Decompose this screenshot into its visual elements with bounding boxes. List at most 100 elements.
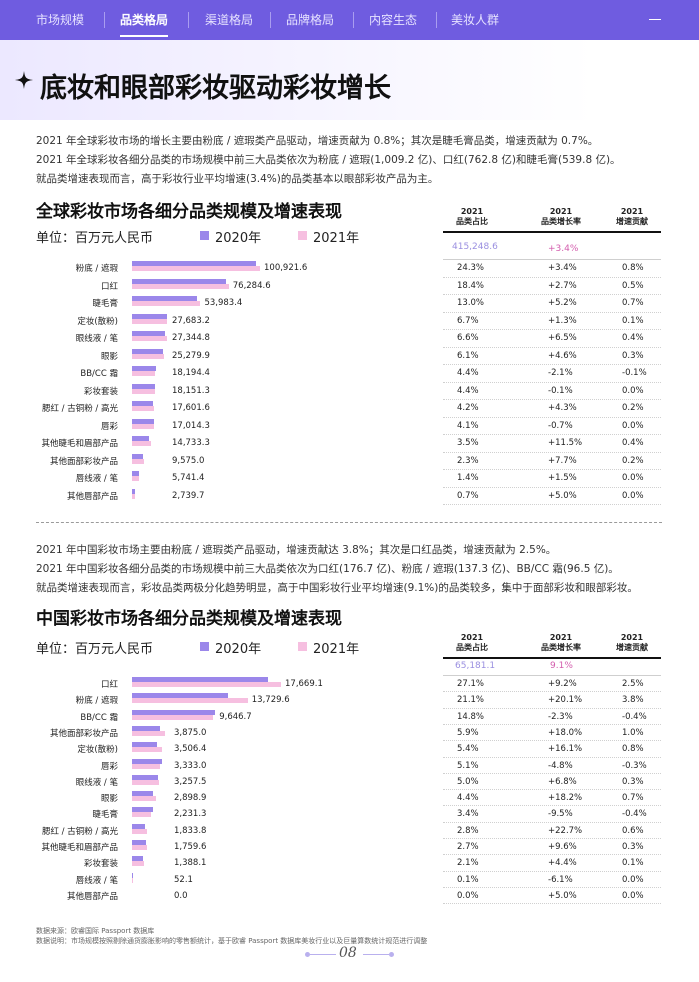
bar-2020: [132, 840, 146, 845]
page-number-line: [310, 954, 336, 955]
tab-brand[interactable]: 品牌格局: [286, 13, 335, 27]
top-nav-bar: 市场规模 品类格局 渠道格局 品牌格局 内容生态 美妆人群: [0, 0, 699, 40]
bar-2020: [132, 331, 165, 336]
table-row-rule: [443, 805, 661, 807]
table-row-rule: [443, 821, 661, 823]
share-cell: 13.0%: [457, 298, 485, 308]
global-total-growth: +3.4%: [548, 244, 579, 254]
growth-cell: +1.3%: [548, 315, 577, 326]
contribution-cell: -0.3%: [622, 760, 647, 771]
legend-2021-label: 2021年: [313, 231, 360, 246]
table-row-rule: [443, 838, 661, 839]
header-rule: [443, 231, 661, 233]
bar-2021: [132, 266, 260, 271]
header-contribution-label: 增速贡献: [616, 643, 648, 652]
china-paragraph-1: 2021 年中国彩妆市场主要由粉底 / 遮瑕类产品驱动，增速贡献达 3.8%；其…: [36, 544, 557, 556]
bar-2020: [132, 383, 156, 389]
legend-2020-swatch: [200, 231, 209, 240]
china-unit-label: 单位：百万元人民币: [36, 642, 154, 657]
bar-2020: [132, 774, 158, 780]
bar-2021: [132, 423, 154, 429]
bar-2021: [132, 388, 156, 394]
data-description-note: 数据说明：市场规模按照剔除通货膨胀影响的零售额统计，基于欧睿 Passport …: [36, 937, 428, 945]
category-label: 定妆(散粉): [77, 745, 118, 756]
bar-2021: [132, 730, 165, 736]
table-row-rule: [443, 416, 661, 418]
bar-2021: [132, 763, 161, 769]
bar-2020: [132, 278, 227, 284]
share-cell: 6.7%: [457, 315, 479, 326]
bar-2021: [132, 747, 162, 753]
bar-value-label: 17,014.3: [172, 420, 210, 431]
bar-2020: [132, 791, 153, 797]
share-cell: 5.9%: [457, 727, 479, 738]
bar-2021: [132, 828, 148, 834]
header-contribution-year: 2021: [620, 633, 644, 642]
title-banner: [0, 40, 699, 120]
bar-value-label: 1,833.8: [174, 825, 207, 836]
header-contribution: 2021 增速贡献: [608, 633, 656, 653]
category-label: 唇线液 / 笔: [75, 875, 118, 886]
contribution-cell: 0.0%: [622, 890, 644, 901]
tab-divider: [188, 12, 189, 28]
share-cell: 4.4%: [457, 368, 479, 378]
growth-cell: -4.8%: [548, 760, 573, 771]
bar-2020: [132, 807, 153, 813]
growth-cell: +3.4%: [548, 263, 577, 273]
tab-market-size[interactable]: 市场规模: [36, 13, 85, 27]
bar-2021: [132, 301, 201, 306]
bar-2020: [132, 436, 149, 441]
share-cell: 6.1%: [457, 350, 479, 361]
menu-line-icon[interactable]: [649, 19, 661, 20]
contribution-cell: 0.7%: [622, 793, 644, 804]
category-label: 睫毛膏: [92, 810, 118, 821]
tab-beauty-audience[interactable]: 美妆人群: [451, 13, 500, 27]
growth-cell: +4.4%: [548, 858, 577, 869]
category-label: 腮红 / 古铜粉 / 高光: [41, 404, 118, 414]
share-cell: 5.0%: [457, 776, 479, 787]
growth-cell: +20.1%: [548, 695, 583, 706]
bar-value-label: 9,575.0: [172, 455, 205, 466]
bar-value-label: 1,759.6: [174, 842, 207, 852]
bar-2021: [132, 812, 151, 818]
bar-value-label: 3,257.5: [174, 776, 207, 787]
bar-2021: [132, 698, 248, 704]
share-cell: 3.4%: [457, 809, 479, 820]
bar-2020: [132, 758, 162, 764]
share-cell: 5.1%: [457, 760, 479, 771]
bar-2020: [132, 693, 229, 699]
growth-cell: +6.5%: [548, 333, 577, 343]
contribution-cell: 0.7%: [622, 298, 644, 308]
category-label: 唇彩: [100, 421, 118, 432]
table-row-rule: [443, 329, 661, 330]
legend-2020-label: 2020年: [215, 642, 262, 657]
china-total-growth: 9.1%: [550, 661, 573, 671]
share-cell: 4.1%: [457, 420, 479, 431]
bar-value-label: 27,344.8: [172, 333, 210, 343]
share-cell: 3.5%: [457, 438, 479, 448]
tab-channel[interactable]: 渠道格局: [205, 13, 254, 27]
bar-value-label: 9,646.7: [219, 711, 252, 722]
table-row-rule: [443, 854, 661, 856]
bar-value-label: 76,284.6: [232, 280, 271, 291]
share-cell: 5.4%: [457, 744, 479, 755]
header-growth-label: 品类增长率: [541, 217, 581, 226]
contribution-cell: 0.3%: [622, 350, 644, 361]
header-growth-year: 2021: [549, 633, 573, 642]
tab-content-ecosystem[interactable]: 内容生态: [369, 13, 418, 27]
contribution-cell: 0.8%: [622, 744, 644, 755]
bar-2020: [132, 725, 160, 731]
bar-value-label: 18,194.4: [172, 368, 210, 378]
bar-value-label: 18,151.3: [172, 385, 210, 396]
contribution-cell: 1.0%: [622, 727, 644, 738]
growth-cell: -2.3%: [548, 711, 573, 722]
bar-value-label: 100,921.6: [264, 263, 308, 273]
category-label: 眼影: [100, 794, 118, 805]
bar-2020: [132, 453, 144, 459]
tab-category[interactable]: 品类格局: [120, 0, 169, 40]
share-cell: 4.2%: [457, 403, 479, 413]
tab-divider: [353, 12, 354, 28]
contribution-cell: 0.4%: [622, 333, 644, 343]
legend-2021-swatch: [298, 231, 307, 240]
bar-2020: [132, 313, 167, 319]
